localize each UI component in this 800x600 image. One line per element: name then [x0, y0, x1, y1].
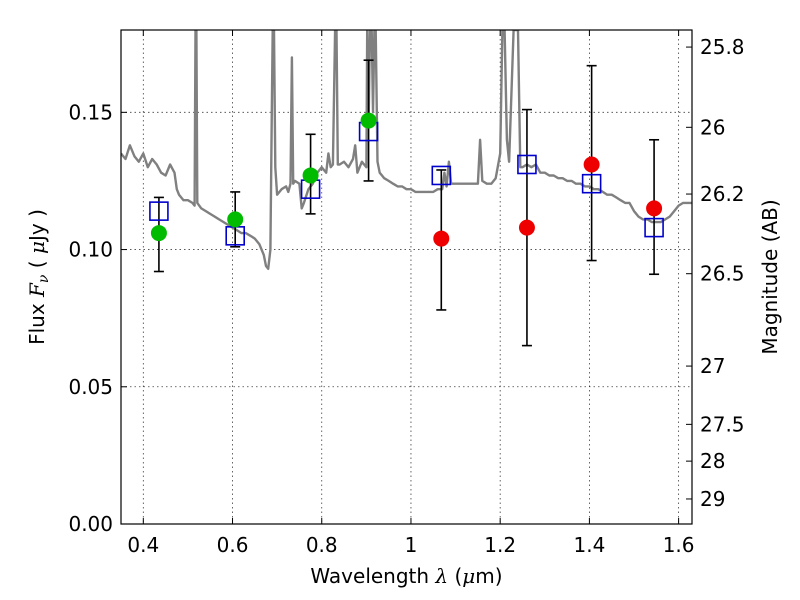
- y2-tick-label: 26.5: [700, 262, 745, 286]
- x-tick-label: 1.4: [573, 533, 605, 557]
- square-marker: [644, 217, 664, 238]
- y2-tick-label: 27.5: [700, 412, 745, 436]
- y2-tick-label: 28: [700, 449, 725, 473]
- tick-layer: 0.4 0.6 0.8 1 1.2 1.4 1.6 0.00 0.05 0.10 0.15 25.8 2…: [68, 30, 745, 557]
- y2-tick-label: 27: [700, 354, 725, 378]
- y-tick-label: 0.00: [68, 512, 113, 536]
- y2-tick-label: 25.8: [700, 35, 745, 59]
- model-spectrum-line: [121, 30, 692, 270]
- red-point-marker: [646, 200, 663, 217]
- y-tick-label: 0.15: [68, 100, 113, 124]
- x-tick-label: 0.4: [127, 533, 159, 557]
- y-tick-label: 0.05: [68, 375, 113, 399]
- y2-tick-label: 29: [700, 487, 725, 511]
- x-axis-title: Wavelength λ (μm): [310, 564, 502, 588]
- x-tick-label: 0.8: [306, 533, 338, 557]
- y2-tick-label: 26.2: [700, 182, 745, 206]
- errorbar-layer: [153, 59, 660, 347]
- y-tick-label: 0.10: [68, 238, 113, 262]
- red-point-marker: [433, 230, 450, 247]
- x-tick-label: 1.2: [484, 533, 516, 557]
- grid: [121, 30, 692, 525]
- square-marker: [517, 154, 537, 175]
- y-axis-title: Flux Fν ( μJy ): [25, 209, 52, 345]
- y2-tick-label: 26: [700, 115, 725, 139]
- red-point-marker: [583, 156, 600, 173]
- red-point-marker: [518, 219, 535, 236]
- green-point-marker: [360, 112, 377, 129]
- x-tick-label: 1: [405, 533, 418, 557]
- green-point-marker: [302, 167, 319, 184]
- plot-frame: [120, 29, 693, 525]
- square-marker: [431, 165, 452, 186]
- green-point-marker: [227, 211, 244, 228]
- model-spectrum-layer: [121, 30, 692, 270]
- x-tick-label: 1.6: [663, 533, 695, 557]
- green-point-marker: [150, 225, 167, 242]
- y2-axis-title: Magnitude (AB): [758, 199, 782, 354]
- square-marker-layer: [149, 121, 664, 246]
- x-tick-label: 0.6: [217, 533, 249, 557]
- square-marker: [149, 201, 169, 221]
- square-marker: [581, 173, 602, 194]
- point-marker-layer: [150, 112, 663, 247]
